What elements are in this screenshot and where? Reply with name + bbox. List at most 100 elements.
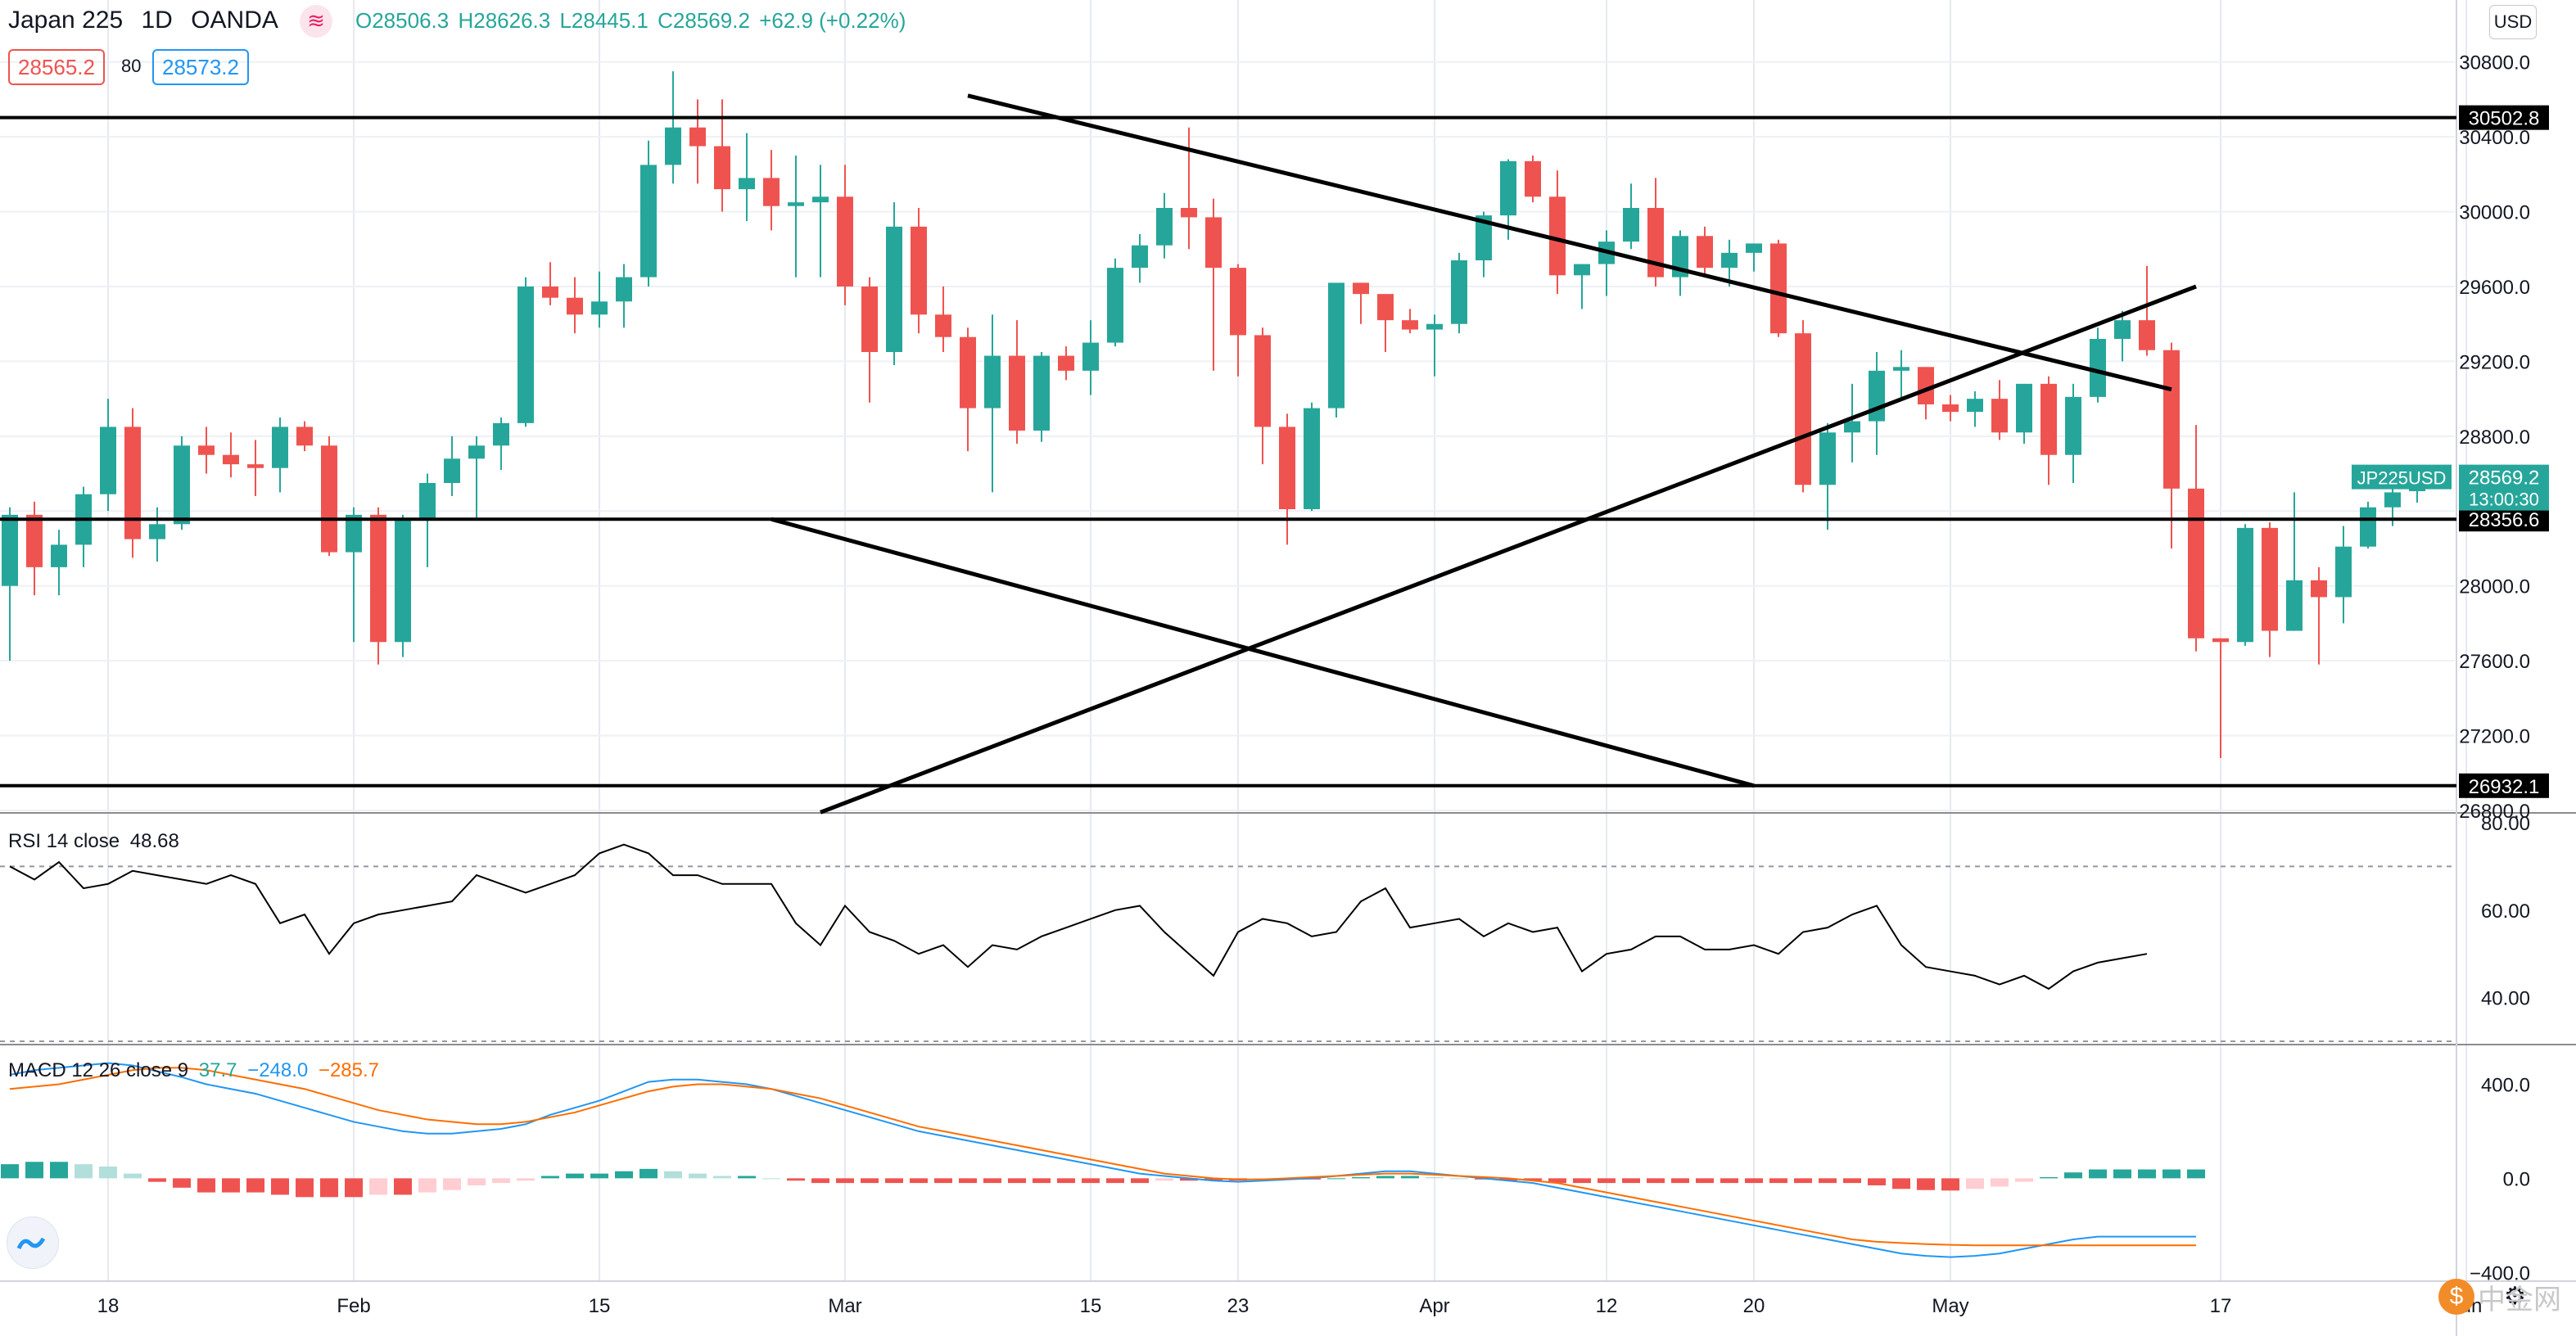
candle-body[interactable]: [370, 514, 386, 643]
trend-line[interactable]: [967, 93, 2172, 392]
candle-body[interactable]: [1426, 323, 1443, 330]
candle-body[interactable]: [26, 514, 43, 567]
candle-body[interactable]: [812, 196, 829, 203]
candle-body[interactable]: [960, 336, 976, 408]
candle-body[interactable]: [2065, 396, 2081, 455]
candle-body[interactable]: [321, 445, 337, 553]
candle-body[interactable]: [665, 127, 681, 165]
candle-body[interactable]: [1942, 404, 1959, 413]
candle-body[interactable]: [2163, 350, 2180, 489]
candle-body[interactable]: [2286, 580, 2303, 631]
candle-body[interactable]: [1746, 243, 1762, 253]
candle-body[interactable]: [837, 196, 853, 287]
candle-body[interactable]: [468, 445, 485, 459]
candle-body[interactable]: [2114, 320, 2131, 339]
symbol-name[interactable]: Japan 225: [8, 7, 124, 34]
candle-body[interactable]: [1918, 367, 1934, 404]
candle-body[interactable]: [223, 454, 239, 465]
candle-body[interactable]: [1721, 252, 1738, 269]
candle-body[interactable]: [1082, 342, 1099, 371]
candle-body[interactable]: [493, 422, 509, 446]
candle-body[interactable]: [1377, 294, 1394, 321]
candle-body[interactable]: [51, 544, 67, 567]
candle-body[interactable]: [1819, 432, 1836, 485]
currency-button[interactable]: USD: [2489, 5, 2537, 39]
candle-body[interactable]: [1967, 399, 1983, 413]
rsi-line[interactable]: [9, 843, 2148, 991]
settings-gear-icon[interactable]: ⚙: [2504, 1283, 2526, 1310]
candle-body[interactable]: [886, 226, 902, 352]
candle-body[interactable]: [984, 355, 1001, 408]
candle-body[interactable]: [2311, 580, 2327, 598]
candle-body[interactable]: [517, 287, 534, 423]
candle-body[interactable]: [2237, 527, 2253, 643]
candle-body[interactable]: [1770, 243, 1787, 334]
candle-body[interactable]: [2360, 507, 2376, 547]
candle-body[interactable]: [1205, 217, 1222, 269]
buy-button[interactable]: 28573.2: [152, 49, 249, 85]
candle-body[interactable]: [1574, 264, 1590, 276]
candle-body[interactable]: [1254, 335, 1271, 427]
rsi-legend[interactable]: RSI 14 close 48.68: [8, 830, 184, 853]
candle-body[interactable]: [1304, 408, 1320, 509]
candle-body[interactable]: [1991, 399, 2008, 433]
candle-body[interactable]: [1230, 268, 1246, 336]
candle-body[interactable]: [2040, 383, 2057, 455]
candle-body[interactable]: [444, 458, 460, 483]
candle-body[interactable]: [935, 314, 951, 337]
candle-body[interactable]: [1623, 208, 1639, 242]
trend-line[interactable]: [820, 284, 2197, 815]
candle-body[interactable]: [1156, 208, 1173, 246]
candle-body[interactable]: [2384, 492, 2401, 508]
candle-body[interactable]: [1893, 367, 1909, 371]
candle-body[interactable]: [1132, 245, 1148, 269]
candle-body[interactable]: [542, 287, 558, 298]
candle-body[interactable]: [1869, 370, 1885, 422]
candle-body[interactable]: [2, 514, 18, 586]
macd-legend[interactable]: MACD 12 26 close 9 37.7 −248.0 −285.7: [8, 1059, 384, 1082]
tradingview-logo[interactable]: [7, 1216, 59, 1269]
candle-body[interactable]: [419, 483, 436, 519]
candle-body[interactable]: [1500, 160, 1516, 216]
candle-body[interactable]: [2262, 527, 2278, 631]
candle-body[interactable]: [1844, 421, 1860, 433]
macd-line[interactable]: [9, 1062, 2196, 1258]
candle-body[interactable]: [272, 427, 288, 468]
candle-body[interactable]: [2016, 383, 2032, 433]
candle-body[interactable]: [1451, 260, 1467, 324]
candle-body[interactable]: [591, 301, 608, 315]
candle-body[interactable]: [1697, 236, 1713, 269]
candle-body[interactable]: [1181, 208, 1197, 218]
candle-body[interactable]: [1033, 355, 1050, 431]
candle-body[interactable]: [2188, 488, 2204, 639]
candle-body[interactable]: [174, 445, 190, 525]
candle-body[interactable]: [739, 178, 755, 190]
candle-body[interactable]: [1402, 320, 1418, 330]
candle-body[interactable]: [2335, 546, 2352, 598]
candle-body[interactable]: [689, 127, 706, 147]
candle-body[interactable]: [198, 445, 215, 455]
candle-body[interactable]: [1009, 355, 1025, 431]
candle-body[interactable]: [567, 297, 583, 315]
candle-body[interactable]: [1353, 282, 1369, 295]
candle-body[interactable]: [124, 427, 141, 539]
signal-line[interactable]: [9, 1067, 2196, 1247]
candle-body[interactable]: [1279, 427, 1295, 509]
candle-body[interactable]: [100, 427, 116, 494]
candle-body[interactable]: [2212, 638, 2229, 643]
candle-body[interactable]: [1107, 268, 1123, 343]
candle-body[interactable]: [2139, 320, 2155, 350]
candle-body[interactable]: [861, 287, 878, 352]
candle-body[interactable]: [149, 524, 165, 539]
candle-body[interactable]: [911, 226, 927, 315]
candle-body[interactable]: [395, 518, 411, 643]
candle-body[interactable]: [1328, 282, 1344, 408]
candle-body[interactable]: [1476, 215, 1492, 260]
candle-body[interactable]: [346, 514, 362, 553]
candle-body[interactable]: [763, 178, 780, 206]
candle-body[interactable]: [1549, 196, 1566, 276]
candle-body[interactable]: [1647, 208, 1664, 278]
trend-line[interactable]: [771, 517, 1755, 788]
interval-label[interactable]: 1D: [141, 7, 173, 34]
candle-body[interactable]: [1525, 160, 1541, 197]
